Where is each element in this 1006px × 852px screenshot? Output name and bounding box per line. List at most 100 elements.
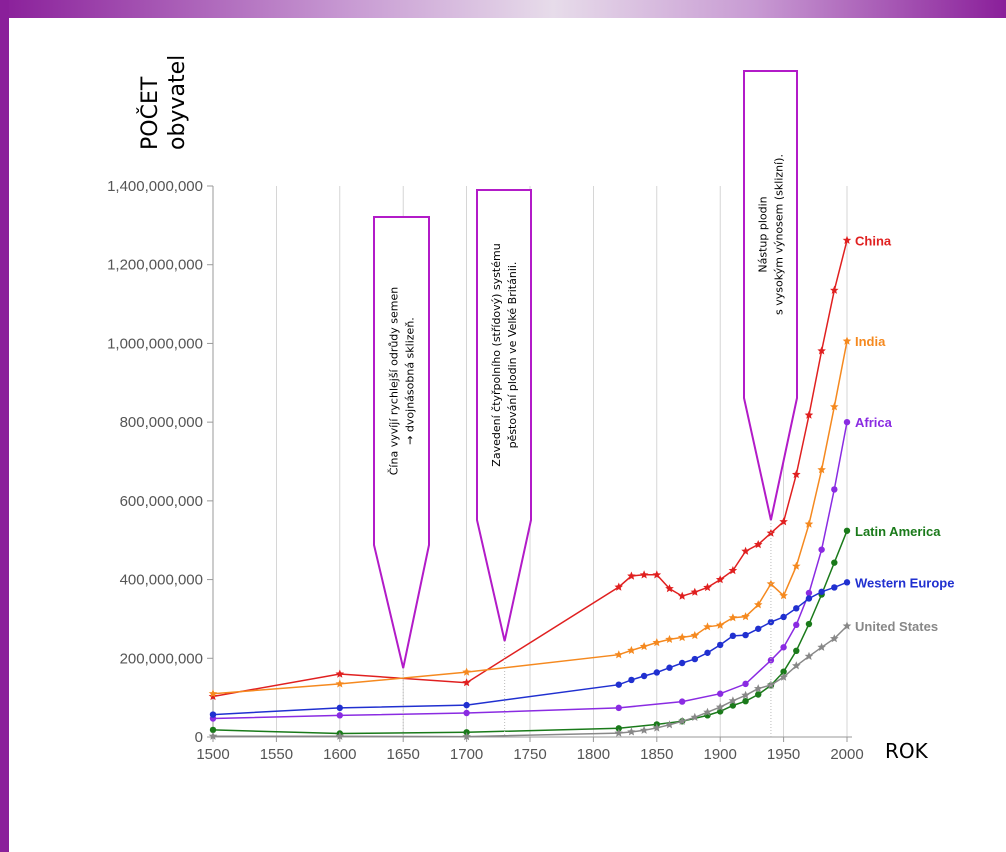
data-point-western-europe [336,704,343,712]
data-point-western-europe [717,641,724,649]
y-tick-label: 200,000,000 [120,650,203,667]
data-point-united-states [208,731,218,740]
data-point-united-states [754,684,763,693]
callout-1730: Zavedení čtyřpolního (střídový) systému p… [476,189,532,737]
series-western-europe: Western Europe [209,575,954,718]
y-tick-label: 1,400,000,000 [107,178,203,195]
x-tick-label: 1700 [450,746,483,763]
left-border-bar [0,0,9,852]
data-point-western-europe [640,672,648,680]
data-point-africa [843,418,851,426]
x-tick-label: 1850 [640,746,673,763]
data-point-western-europe [628,676,635,684]
series-line-china [212,240,848,698]
data-point-africa [818,546,825,553]
data-point-latin-america [780,668,787,675]
data-point-africa [805,589,813,597]
x-tick-label: 1650 [387,746,420,763]
data-point-africa [831,486,838,493]
data-point-china [779,517,788,526]
data-point-africa [336,712,343,719]
x-tick-label: 1600 [323,746,356,763]
data-point-united-states [652,723,662,732]
data-point-india [639,642,649,651]
x-tick-label: 1950 [767,746,800,763]
series-label-china: China [855,233,892,248]
y-axis-title-line-2: obyvatel [165,55,190,150]
data-point-latin-america [742,697,749,705]
data-point-united-states [792,661,801,670]
data-point-india [754,600,763,609]
data-point-africa [780,644,787,651]
callout-text-line: Zavedení čtyřpolního (střídový) systému [490,243,503,466]
data-point-united-states [817,642,826,651]
data-point-western-europe [780,613,787,621]
data-point-india [208,689,218,698]
series-line-latin-america [212,530,848,735]
callout-1940: Nástup plodin s vysokým výnosem (sklizní)… [743,70,798,737]
data-point-western-europe [209,711,217,718]
series-latin-america: Latin America [209,524,941,737]
data-point-western-europe [818,588,825,595]
y-tick-labels: 0 200,000,000 400,000,000 600,000,000 800,00… [107,178,213,746]
data-point-china [665,584,674,593]
data-point-united-states [715,702,725,711]
x-tick-label: 1900 [704,746,737,763]
callout-text-line: Nástup plodin [757,196,770,272]
data-point-western-europe [805,595,813,602]
callout-1650: Čína vyvíjí rychlejší odrůdy semen → dvoj… [373,216,430,737]
data-point-western-europe [463,701,470,709]
data-point-western-europe [666,664,673,671]
data-point-india [804,519,814,528]
data-point-china [208,692,218,701]
data-point-united-states [842,621,852,630]
series-united-states: United States [208,619,938,741]
data-point-india [817,465,826,474]
x-tick-label: 1500 [196,746,229,763]
data-point-africa [463,709,470,717]
data-point-latin-america [729,702,737,709]
data-point-china [804,410,814,419]
series-layer: China India Africa Latin America Western Eur… [208,233,954,741]
data-point-china [728,566,738,575]
data-point-western-europe [729,632,737,640]
data-point-africa [678,698,686,705]
data-point-india [715,620,725,629]
data-point-china [792,470,801,479]
data-point-india [665,634,674,643]
series-label-western-europe: Western Europe [855,575,954,590]
data-point-india [842,336,852,345]
data-point-china [741,546,750,555]
series-line-western-europe [212,581,848,716]
data-point-united-states [335,731,345,740]
data-point-united-states [728,696,738,705]
callout-text-line: s vysokým výnosem (sklizní). [773,154,786,315]
data-point-china [754,540,763,549]
data-point-united-states [627,727,636,736]
data-point-united-states [614,728,623,737]
y-tick-label: 600,000,000 [120,493,203,510]
data-point-western-europe [653,669,660,676]
data-point-united-states [677,716,687,725]
data-point-india [792,561,801,570]
y-tick-label: 400,000,000 [120,572,203,589]
data-point-latin-america [793,647,800,655]
data-point-india [741,612,750,621]
series-line-africa [212,421,848,720]
data-point-latin-america [209,726,217,734]
x-tick-label: 1800 [577,746,610,763]
x-tick-label: 1550 [260,746,293,763]
data-point-india [779,591,788,600]
data-point-india [652,638,662,647]
data-point-latin-america [755,691,762,698]
y-axis-title-line-1: POČET [137,76,163,150]
data-point-india [703,622,712,631]
series-africa: Africa [209,415,893,722]
series-line-united-states [213,625,848,738]
data-point-western-europe [691,655,699,663]
data-point-india [627,645,636,655]
data-point-western-europe [843,579,851,586]
data-point-africa [767,657,775,664]
data-point-china [652,570,662,579]
